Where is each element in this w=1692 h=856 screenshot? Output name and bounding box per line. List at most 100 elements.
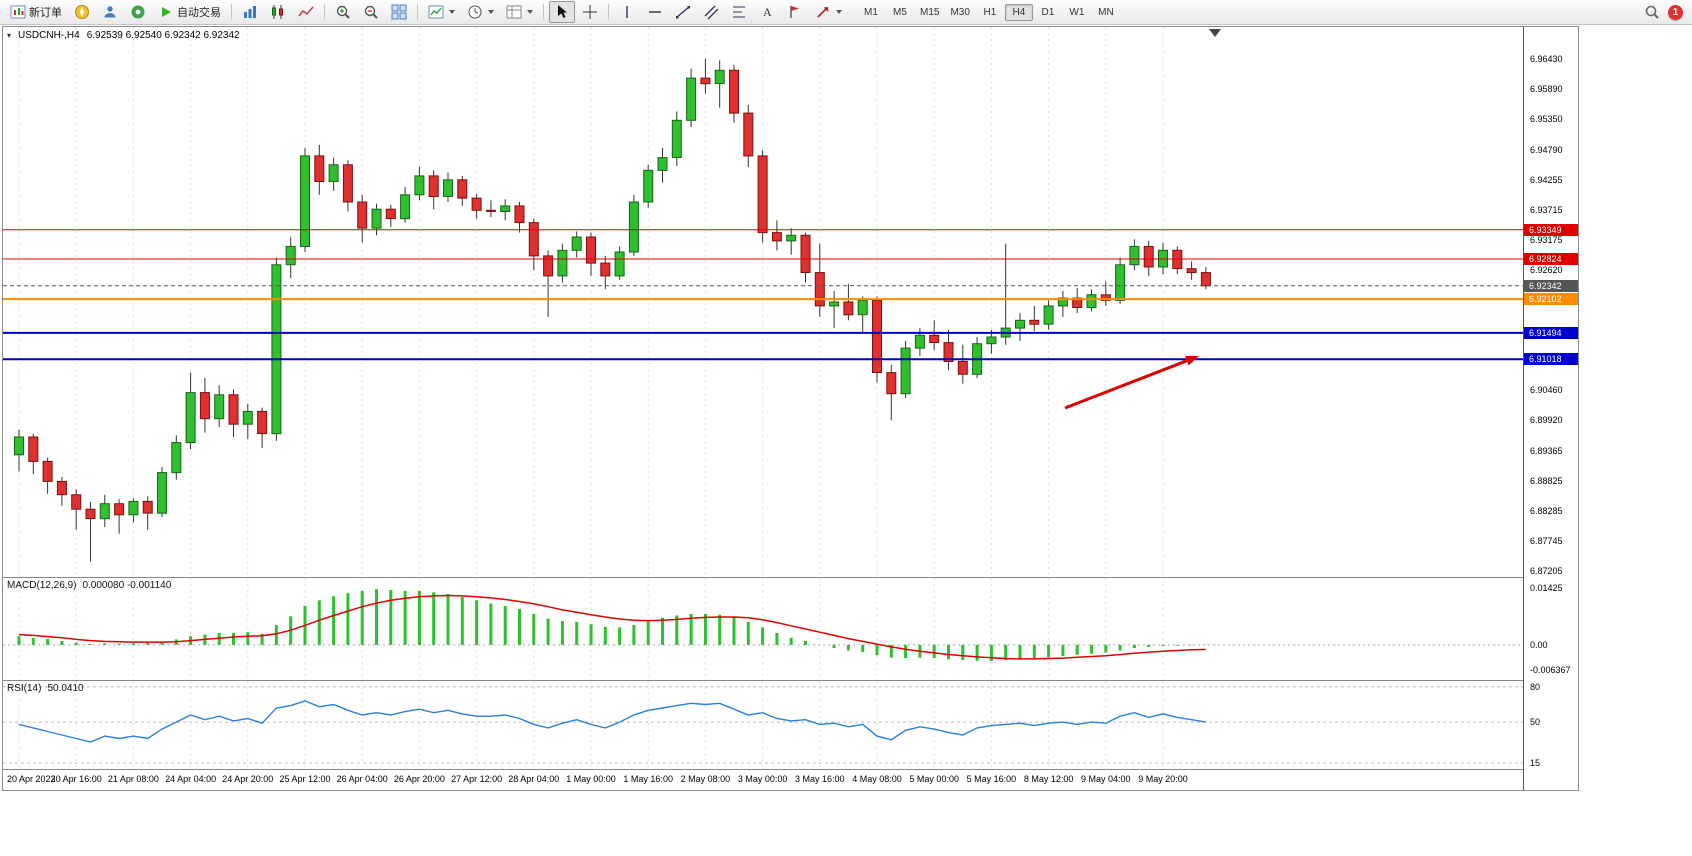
chevron-down-icon [527,10,533,14]
chart-symbol: USDCNH-,H4 [18,30,80,41]
macd-axis-tick: 0.00 [1530,639,1548,650]
notification-badge[interactable]: 1 [1668,4,1683,20]
rsi-values: 50.0410 [47,683,84,694]
price-tag: 6.91494 [1524,326,1578,339]
zoom-out-button[interactable] [358,1,384,23]
time-axis-label: 20 Apr 2023 [7,774,56,784]
macd-pane[interactable]: MACD(12,26,9) 0.000080 -0.001140 [3,578,1523,681]
timeframe-h1[interactable]: H1 [983,6,997,18]
zoom-in-button[interactable] [330,1,356,23]
channel-button[interactable] [698,1,724,23]
crosshair-button[interactable] [577,1,603,23]
timeframe-d1[interactable]: D1 [1041,6,1055,18]
price-axis-tick: 6.94790 [1530,144,1563,155]
price-axis-tick: 6.94255 [1530,174,1563,185]
timeframe-group: M1 M5 M15 M30 H1 H4 D1 W1 MN [857,3,1120,21]
time-axis-label: 2 May 08:00 [680,774,731,784]
toolbar-separator [324,4,325,20]
timeframe-w1[interactable]: W1 [1069,6,1085,18]
price-axis-tick: 6.87745 [1530,536,1563,547]
timeframe-mn[interactable]: MN [1098,6,1114,18]
community-button[interactable] [69,1,95,23]
play-icon [158,4,174,20]
search-icon[interactable] [1644,4,1660,20]
chart-title: ▾ USDCNH-,H4 6.92539 6.92540 6.92342 6.9… [7,30,240,41]
toolbar-separator [417,4,418,20]
period-button[interactable] [462,1,499,23]
time-axis-label: 21 Apr 08:00 [107,774,159,784]
price-axis-tick: 6.89920 [1530,415,1563,426]
time-axis-label: 1 May 16:00 [623,774,673,784]
toolbar-separator [543,4,544,20]
price-tag: 6.91018 [1524,353,1578,366]
price-axis[interactable]: 6.96430 6.95890 6.95350 6.94790 6.94255 6.937… [1524,27,1578,790]
chart-panes: ▾ USDCNH-,H4 6.92539 6.92540 6.92342 6.9… [3,27,1524,790]
price-axis-tick: 6.92620 [1530,265,1563,276]
svg-text:A: A [763,5,772,19]
new-order-button[interactable]: 新订单 [5,1,67,23]
timeframe-m15[interactable]: M15 [920,6,940,18]
auto-trading-label: 自动交易 [177,7,221,19]
chart-menu-icon[interactable]: ▾ [7,31,12,40]
vertical-line-button[interactable] [614,1,640,23]
time-axis-label: 24 Apr 04:00 [165,774,217,784]
time-axis-label: 27 Apr 12:00 [451,774,503,784]
fibonacci-button[interactable] [726,1,752,23]
price-chart[interactable] [3,27,1523,577]
timeframe-m30[interactable]: M30 [950,6,970,18]
macd-label: MACD(12,26,9) 0.000080 -0.001140 [7,580,171,591]
new-order-icon [10,4,26,20]
fibonacci-icon [731,4,747,20]
time-axis[interactable]: 20 Apr 2023 20 Apr 16:00 21 Apr 08:00 24 Ap… [3,770,1523,790]
rsi-chart[interactable] [3,681,1523,769]
price-tag: 6.92342 [1524,279,1578,292]
time-axis-label: 24 Apr 20:00 [222,774,274,784]
new-chart-button[interactable] [423,1,460,23]
time-axis-label: 5 May 00:00 [909,774,959,784]
chevron-down-icon [488,10,494,14]
horizontal-line-icon [647,4,663,20]
templates-icon [506,4,522,20]
arrows-tool-button[interactable] [810,1,847,23]
toolbar-right: 1 [1644,4,1687,20]
timeframe-h4[interactable]: H4 [1004,3,1033,21]
rsi-axis-tick: 50 [1530,717,1541,728]
time-axis-label: 28 Apr 04:00 [508,774,560,784]
time-axis-label: 8 May 12:00 [1023,774,1074,784]
price-axis-tick: 6.93715 [1530,204,1563,215]
market-button[interactable] [125,1,151,23]
new-chart-icon [428,4,444,20]
auto-trading-button[interactable]: 自动交易 [153,1,226,23]
macd-axis-tick: 0.01425 [1530,583,1563,594]
macd-axis-tick: -0.006367 [1530,665,1571,676]
chart-window[interactable]: ▾ USDCNH-,H4 6.92539 6.92540 6.92342 6.9… [2,26,1579,791]
label-button[interactable] [782,1,808,23]
crosshair-icon [582,4,598,20]
line-chart-button[interactable] [293,1,319,23]
price-axis-tick: 6.90460 [1530,385,1563,396]
candlestick-chart-button[interactable] [265,1,291,23]
rsi-pane[interactable]: RSI(14) 50.0410 [3,681,1523,770]
timeframe-m5[interactable]: M5 [893,6,907,18]
tile-windows-button[interactable] [386,1,412,23]
chart-ohlc-quotes: 6.92539 6.92540 6.92342 6.92342 [86,30,240,41]
profile-button[interactable] [97,1,123,23]
bar-chart-button[interactable] [237,1,263,23]
time-axis-label: 26 Apr 20:00 [393,774,445,784]
rsi-label: RSI(14) 50.0410 [7,683,84,694]
line-chart-icon [298,4,314,20]
macd-chart[interactable] [3,578,1523,680]
vertical-line-icon [619,4,635,20]
macd-name: MACD(12,26,9) [7,580,77,591]
timeframe-m1[interactable]: M1 [864,6,878,18]
text-button[interactable]: A [754,1,780,23]
horizontal-line-button[interactable] [642,1,668,23]
text-icon: A [759,4,775,20]
cursor-button[interactable] [549,1,575,23]
time-axis-label: 1 May 00:00 [566,774,616,784]
price-pane[interactable]: ▾ USDCNH-,H4 6.92539 6.92540 6.92342 6.9… [3,27,1523,578]
time-axis-label: 26 Apr 04:00 [336,774,388,784]
trendline-button[interactable] [670,1,696,23]
zoom-out-icon [363,4,379,20]
templates-button[interactable] [501,1,538,23]
